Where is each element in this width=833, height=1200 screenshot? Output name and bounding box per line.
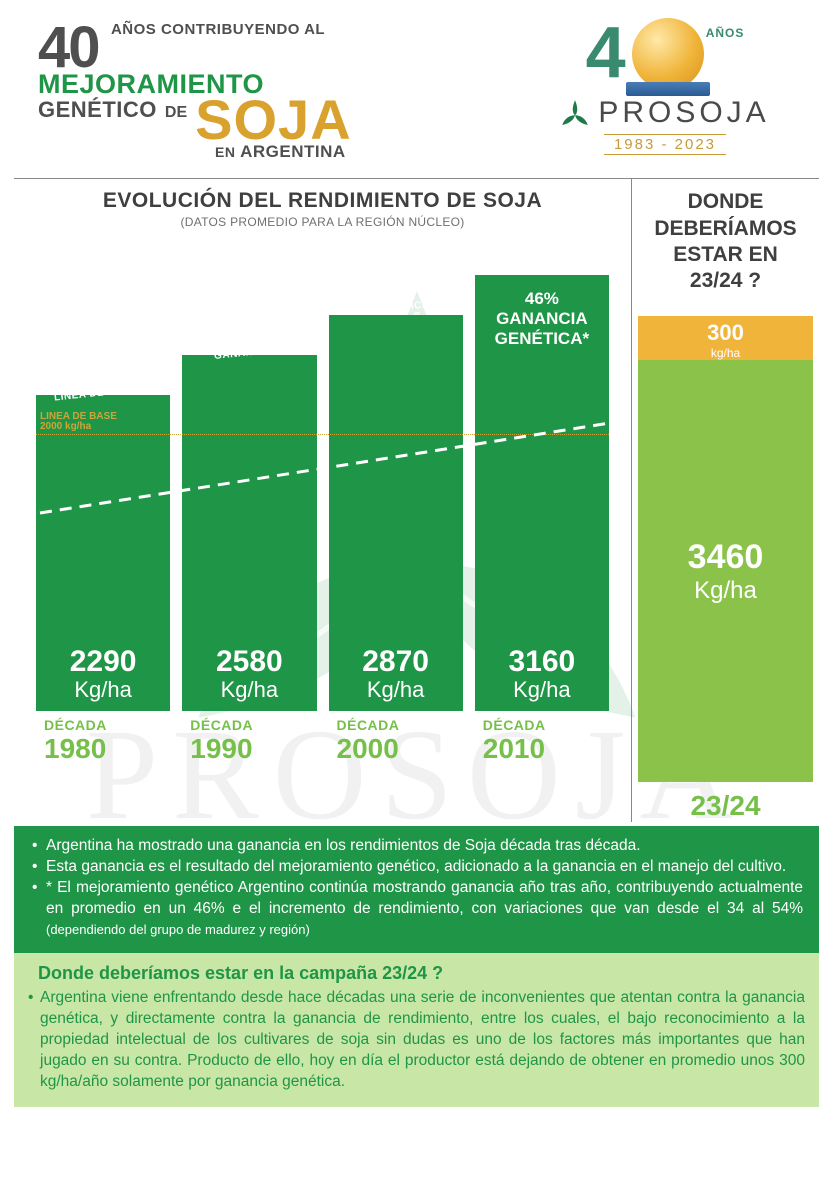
genetic-gain-line [40, 413, 601, 415]
bullet-1: Argentina ha mostrado una ganancia en lo… [30, 836, 803, 857]
header: 40 AÑOS CONTRIBUYENDO AL MEJORAMIENTO GE… [0, 0, 833, 170]
headline-genetico: GENÉTICO [38, 95, 157, 121]
chart-main: EVOLUCIÓN DEL RENDIMIENTO DE SOJA (DATOS… [14, 179, 632, 822]
info-box-lightgreen: Donde deberíamos estar en la campaña 23/… [14, 953, 819, 1107]
logo: 4 AÑOS PROSOJA 1983 - 2023 [525, 18, 805, 155]
box2-paragraph: Argentina viene enfrentando desde hace d… [28, 988, 805, 1093]
bullet-2: Esta ganancia es el resultado del mejora… [30, 857, 803, 878]
decade-labels: DÉCADA1980DÉCADA1990 DÉCADA2000DÉCADA2010 [14, 711, 631, 775]
logo-name: PROSOJA [598, 96, 769, 130]
logo-anos: AÑOS [706, 26, 745, 40]
projection-main-segment: 3460 Kg/ha [638, 360, 813, 782]
bar: 2580Kg/ha [182, 355, 316, 711]
headline-de: DE [165, 95, 187, 121]
bars-stage: LINEA DE BASE 2000 kg/ha LÍNEA DE GANANC… [14, 241, 631, 711]
chart-subtitle: (DATOS PROMEDIO PARA LA REGIÓN NÚCLEO) [14, 215, 631, 229]
logo-leaf-icon [560, 98, 590, 128]
bullet-3: * El mejoramiento genético Argentino con… [30, 878, 803, 941]
chart-section: EVOLUCIÓN DEL RENDIMIENTO DE SOJA (DATOS… [14, 178, 819, 822]
decade-label: DÉCADA1990 [182, 717, 316, 765]
headline-soja: SOJA [195, 95, 352, 145]
logo-four: 4 [586, 25, 626, 83]
chart-title: EVOLUCIÓN DEL RENDIMIENTO DE SOJA [14, 189, 631, 213]
decade-label: DÉCADA1980 [36, 717, 170, 765]
decade-label: DÉCADA2010 [475, 717, 609, 765]
projection-label: 23/24 [638, 790, 813, 822]
logo-sun-icon [632, 18, 704, 90]
chart-projection: DONDE DEBERÍAMOS ESTAR EN 23/24 ? 300 kg… [632, 179, 819, 822]
info-box-green: Argentina ha mostrado una ganancia en lo… [14, 826, 819, 953]
decade-label: DÉCADA2000 [329, 717, 463, 765]
projection-title: DONDE DEBERÍAMOS ESTAR EN 23/24 ? [638, 189, 813, 294]
box2-question: Donde deberíamos estar en la campaña 23/… [28, 961, 805, 985]
logo-years: 1983 - 2023 [604, 134, 726, 155]
projection-top-segment: 300 kg/ha [638, 316, 813, 360]
headline-line1: AÑOS CONTRIBUYENDO AL [111, 18, 325, 37]
baseline-label: LINEA DE BASE 2000 kg/ha [40, 412, 117, 433]
projection-bar: 300 kg/ha 3460 Kg/ha [638, 316, 813, 782]
headline: 40 AÑOS CONTRIBUYENDO AL MEJORAMIENTO GE… [38, 18, 352, 160]
